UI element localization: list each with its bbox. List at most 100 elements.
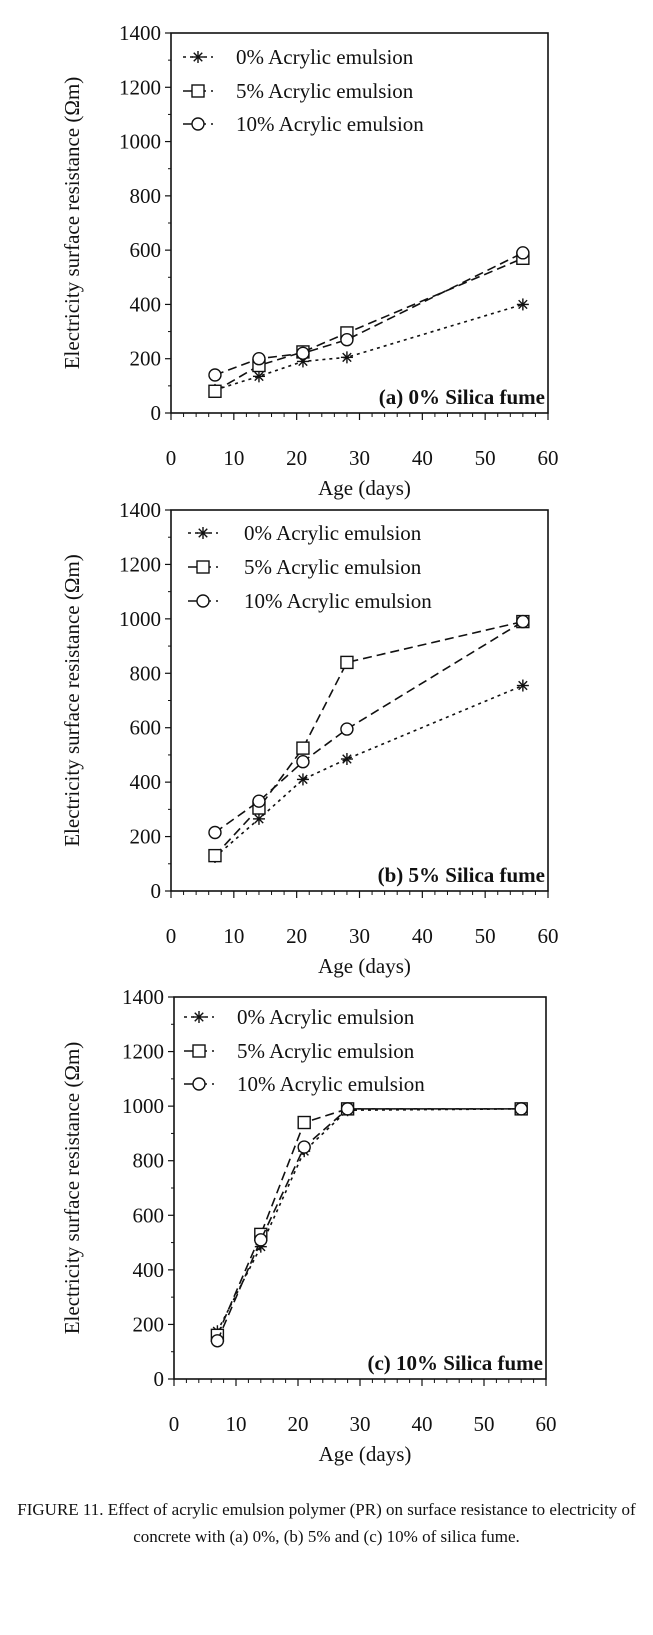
legend-label: 5% Acrylic emulsion <box>237 1039 415 1063</box>
x-tick-label: 20 <box>288 1412 309 1436</box>
x-axis-label: Age (days) <box>318 476 411 500</box>
y-tick-label: 0 <box>151 401 162 425</box>
legend-marker <box>192 1077 206 1091</box>
data-point <box>252 352 266 366</box>
chart-panel-0: 0 200 400 600 800 1000 1200 1400 0 10 20 30 40 50 60 Ag… <box>60 21 559 500</box>
series-2 <box>208 614 530 840</box>
x-tick-label: 50 <box>475 446 496 470</box>
data-point <box>252 812 265 825</box>
y-tick-label: 1400 <box>119 498 161 522</box>
series-line <box>214 257 524 392</box>
x-tick-label: 10 <box>223 446 244 470</box>
x-tick-label: 40 <box>412 1412 433 1436</box>
series-line <box>214 684 524 858</box>
legend-marker <box>196 560 210 574</box>
figure-caption-text: Effect of acrylic emulsion polymer (PR) … <box>107 1500 636 1546</box>
legend-marker <box>192 1044 206 1058</box>
data-point <box>297 1140 311 1154</box>
x-tick-label: 50 <box>474 1412 495 1436</box>
legend-label: 0% Acrylic emulsion <box>236 45 414 69</box>
x-tick-label: 60 <box>538 446 559 470</box>
series-1 <box>210 1102 528 1343</box>
series-line <box>216 1108 522 1332</box>
x-tick-label: 30 <box>349 924 370 948</box>
data-point <box>208 825 222 840</box>
y-tick-label: 200 <box>130 347 162 371</box>
y-tick-label: 0 <box>151 879 162 903</box>
legend-label: 10% Acrylic emulsion <box>244 589 432 613</box>
data-point <box>254 1233 268 1247</box>
series-0 <box>208 298 529 396</box>
y-tick-label: 800 <box>133 1149 165 1173</box>
data-point <box>340 655 354 670</box>
data-point <box>516 679 529 692</box>
data-point <box>210 1334 225 1348</box>
data-point <box>516 298 529 311</box>
data-point <box>252 370 265 383</box>
legend-marker <box>196 594 210 608</box>
y-tick-label: 600 <box>130 716 162 740</box>
panel-label: (a) 0% Silica fume <box>379 385 545 409</box>
data-point <box>296 741 310 755</box>
y-tick-label: 600 <box>133 1203 165 1227</box>
data-point <box>296 773 309 786</box>
data-point <box>516 246 530 260</box>
y-tick-label: 600 <box>130 238 162 262</box>
data-point <box>514 1102 528 1116</box>
y-tick-label: 1200 <box>119 75 161 99</box>
y-tick-label: 200 <box>130 825 162 849</box>
data-point <box>340 722 354 736</box>
y-axis-label: Electricity surface resistance (Ωm) <box>60 77 84 370</box>
legend-label: 10% Acrylic emulsion <box>237 1072 425 1096</box>
data-point <box>516 614 530 629</box>
panel-label: (c) 10% Silica fume <box>367 1351 543 1375</box>
data-point <box>208 384 222 398</box>
legend-label: 5% Acrylic emulsion <box>236 79 414 103</box>
x-tick-label: 0 <box>169 1412 180 1436</box>
series-0 <box>211 1102 528 1338</box>
figure-caption: FIGURE 11. Effect of acrylic emulsion po… <box>0 1496 653 1550</box>
x-tick-label: 0 <box>166 924 177 948</box>
legend-marker <box>197 527 209 539</box>
data-point <box>340 333 354 347</box>
x-tick-label: 50 <box>475 924 496 948</box>
chart-panel-1: 0 200 400 600 800 1000 1200 1400 0 10 20 30 40 50 60 Ag… <box>60 498 559 978</box>
data-point <box>296 755 310 769</box>
x-tick-label: 60 <box>536 1412 557 1436</box>
y-tick-label: 1000 <box>122 1094 164 1118</box>
series-line <box>216 1108 522 1342</box>
x-tick-label: 20 <box>286 924 307 948</box>
legend-marker <box>191 117 205 131</box>
y-tick-label: 400 <box>133 1258 165 1282</box>
data-point <box>340 351 353 364</box>
x-tick-label: 10 <box>226 1412 247 1436</box>
series-2 <box>210 1102 528 1348</box>
legend-marker <box>192 51 204 63</box>
x-tick-label: 60 <box>538 924 559 948</box>
y-tick-label: 1400 <box>119 21 161 45</box>
series-1 <box>208 614 530 863</box>
series-line <box>214 620 524 857</box>
data-point <box>208 368 222 382</box>
x-tick-label: 40 <box>412 446 433 470</box>
legend-label: 0% Acrylic emulsion <box>237 1005 415 1029</box>
x-tick-label: 0 <box>166 446 177 470</box>
x-axis-label: Age (days) <box>319 1442 412 1466</box>
y-tick-label: 0 <box>154 1367 165 1391</box>
figure-caption-label: FIGURE 11. <box>17 1500 104 1519</box>
y-tick-label: 200 <box>133 1312 165 1336</box>
y-axis-label: Electricity surface resistance (Ωm) <box>60 554 84 847</box>
chart-panel-2: 0 200 400 600 800 1000 1200 1400 0 10 20 30 40 50 60 Ag… <box>60 985 557 1466</box>
legend-label: 5% Acrylic emulsion <box>244 555 422 579</box>
x-axis-label: Age (days) <box>318 954 411 978</box>
y-tick-label: 1400 <box>122 985 164 1009</box>
data-point <box>297 1115 311 1130</box>
x-tick-label: 10 <box>223 924 244 948</box>
y-tick-label: 400 <box>130 770 162 794</box>
data-point <box>340 753 353 766</box>
series-2 <box>208 246 530 382</box>
y-tick-label: 400 <box>130 292 162 316</box>
series-0 <box>208 679 529 863</box>
y-axis-label: Electricity surface resistance (Ωm) <box>60 1042 84 1335</box>
